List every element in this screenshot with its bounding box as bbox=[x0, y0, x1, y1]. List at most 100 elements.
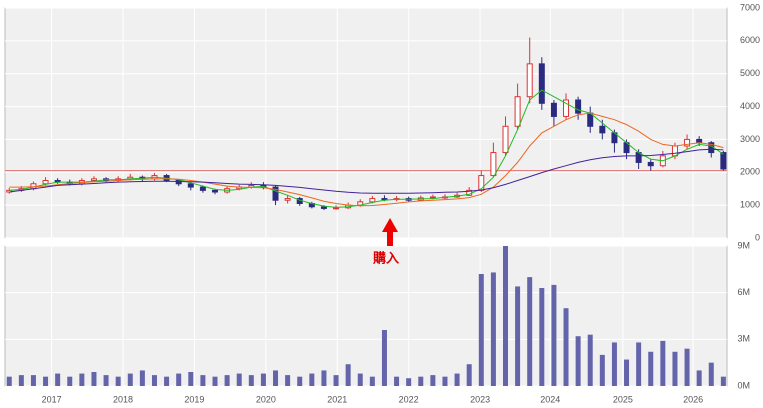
x-tick-label: 2024 bbox=[540, 394, 560, 404]
x-tick-label: 2022 bbox=[399, 394, 419, 404]
candle-body bbox=[272, 186, 279, 201]
volume-bar bbox=[648, 351, 654, 386]
candle-body bbox=[526, 63, 533, 98]
x-tick-label: 2025 bbox=[613, 394, 633, 404]
arrow-head bbox=[382, 218, 398, 232]
y-tick-label: 4000 bbox=[740, 101, 760, 111]
price-panel bbox=[4, 7, 728, 239]
volume-bar bbox=[515, 286, 521, 386]
y-tick-label: 2000 bbox=[740, 167, 760, 177]
volume-bar bbox=[139, 370, 145, 386]
candle-body bbox=[538, 63, 545, 104]
volume-bar bbox=[490, 272, 496, 386]
volume-bar bbox=[212, 376, 218, 386]
x-tick-label: 2017 bbox=[42, 394, 62, 404]
arrow-shaft bbox=[387, 230, 393, 246]
candle-body bbox=[671, 145, 678, 157]
volume-bar bbox=[309, 373, 315, 386]
volume-bar bbox=[115, 376, 121, 386]
volume-bar bbox=[539, 288, 545, 386]
volume-bar bbox=[273, 370, 279, 386]
volume-bar bbox=[43, 376, 49, 386]
candle-body bbox=[284, 198, 291, 201]
volume-bar bbox=[696, 370, 702, 386]
volume-bar bbox=[224, 375, 230, 386]
volume-bar bbox=[406, 378, 412, 386]
candle-body bbox=[175, 180, 182, 185]
candle-body bbox=[381, 198, 388, 201]
volume-bar bbox=[636, 342, 642, 386]
volume-bar bbox=[285, 375, 291, 386]
volume-bar bbox=[200, 375, 206, 386]
y2-tick-label: 9M bbox=[737, 240, 750, 250]
volume-bar bbox=[345, 364, 351, 386]
y-tick-label: 6000 bbox=[740, 35, 760, 45]
volume-bar bbox=[502, 246, 508, 386]
volume-bar bbox=[30, 375, 36, 386]
candle-body bbox=[199, 186, 206, 191]
candle-body bbox=[647, 161, 654, 167]
volume-bar bbox=[236, 373, 242, 386]
candle-body bbox=[550, 102, 557, 117]
volume-bar bbox=[91, 372, 97, 386]
candle-body bbox=[320, 206, 327, 209]
volume-bar bbox=[430, 375, 436, 386]
volume-bar bbox=[164, 376, 170, 386]
volume-bar bbox=[103, 375, 109, 386]
candle-body bbox=[42, 180, 49, 185]
candle-body bbox=[563, 99, 570, 117]
volume-bar bbox=[260, 373, 266, 386]
volume-bar bbox=[551, 284, 557, 386]
volume-bar bbox=[720, 376, 726, 386]
candle-body bbox=[502, 125, 509, 154]
candle-body bbox=[720, 152, 727, 170]
x-tick-label: 2021 bbox=[327, 394, 347, 404]
volume-bar bbox=[599, 354, 605, 386]
y-tick-label: 7000 bbox=[740, 2, 760, 12]
volume-bar bbox=[333, 375, 339, 386]
volume-bar bbox=[442, 376, 448, 386]
candle-body bbox=[599, 125, 606, 134]
y-tick-label: 1000 bbox=[740, 200, 760, 210]
candle-body bbox=[333, 207, 340, 210]
x-tick-label: 2019 bbox=[184, 394, 204, 404]
volume-bar bbox=[297, 376, 303, 386]
candle-body bbox=[575, 99, 582, 114]
moving-average-line bbox=[9, 89, 724, 208]
volume-bar bbox=[6, 376, 12, 386]
x-tick-label: 2018 bbox=[113, 394, 133, 404]
volume-bar bbox=[381, 330, 387, 386]
volume-bar bbox=[55, 373, 61, 386]
volume-bar bbox=[454, 373, 460, 386]
volume-bar bbox=[188, 372, 194, 386]
volume-bar bbox=[672, 351, 678, 386]
volume-bar bbox=[79, 373, 85, 386]
volume-bar bbox=[18, 375, 24, 386]
moving-average-line bbox=[9, 112, 724, 207]
moving-average-line bbox=[9, 148, 724, 194]
candle-body bbox=[684, 138, 691, 147]
y2-tick-label: 3M bbox=[737, 334, 750, 344]
candle-body bbox=[369, 198, 376, 203]
volume-bar bbox=[587, 334, 593, 386]
volume-bar bbox=[248, 375, 254, 386]
annotation: 購入 bbox=[372, 218, 399, 265]
x-tick-label: 2026 bbox=[683, 394, 703, 404]
volume-bar bbox=[660, 340, 666, 386]
volume-bar bbox=[684, 348, 690, 386]
volume-bar bbox=[418, 376, 424, 386]
volume-bar bbox=[321, 370, 327, 386]
y2-tick-label: 0M bbox=[737, 380, 750, 390]
candle-body bbox=[90, 178, 97, 182]
volume-bar bbox=[563, 308, 569, 386]
volume-bar bbox=[357, 373, 363, 386]
candle-body bbox=[429, 196, 436, 199]
candle-body bbox=[514, 96, 521, 127]
volume-bar bbox=[127, 373, 133, 386]
x-tick-label: 2023 bbox=[470, 394, 490, 404]
y-tick-label: 5000 bbox=[740, 68, 760, 78]
volume-bar bbox=[369, 376, 375, 386]
x-tick-label: 2020 bbox=[256, 394, 276, 404]
annotation-text: 購入 bbox=[372, 250, 399, 265]
